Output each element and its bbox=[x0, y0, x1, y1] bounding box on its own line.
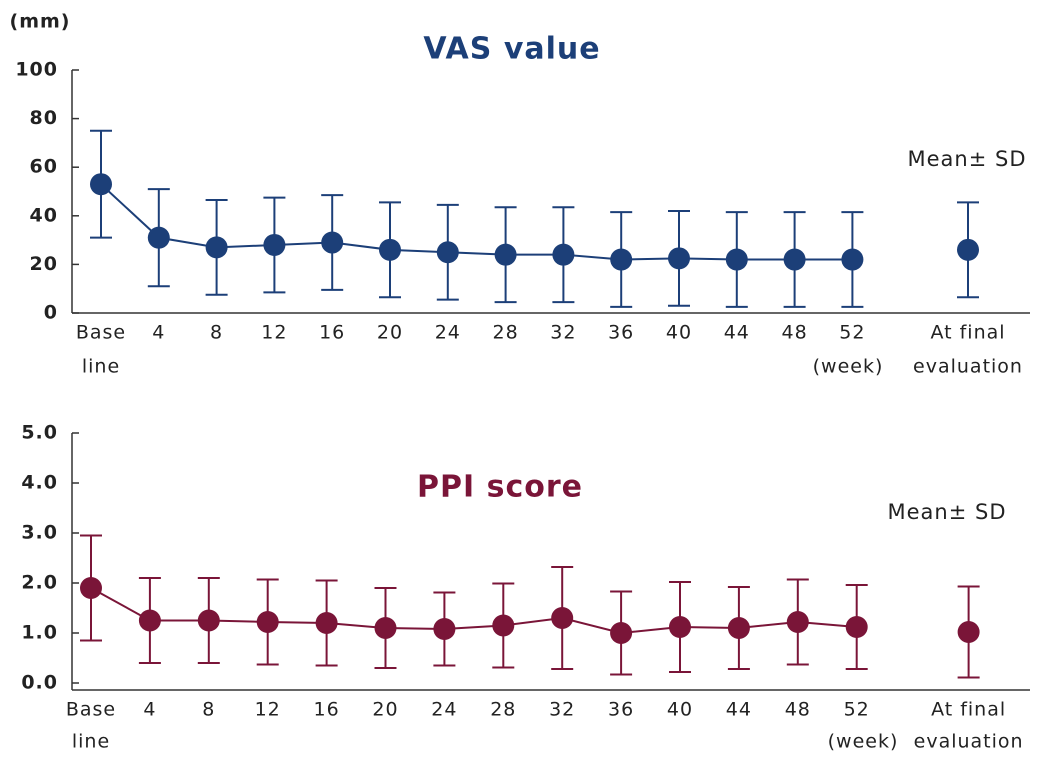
x-tick-label: 40 bbox=[666, 322, 692, 344]
y-tick-label: 20 bbox=[30, 253, 58, 275]
mean-marker bbox=[610, 248, 633, 271]
x-tick-label: 8 bbox=[210, 322, 223, 344]
y-unit: (mm) bbox=[10, 11, 71, 33]
mean-marker bbox=[494, 243, 517, 266]
x-tick-label: 16 bbox=[319, 322, 345, 344]
x-tick-label: 48 bbox=[785, 699, 811, 721]
x-tick-label: 4 bbox=[143, 699, 156, 721]
mean-marker bbox=[374, 617, 397, 639]
chart-title: PPI score bbox=[417, 470, 583, 505]
mean-marker bbox=[205, 236, 228, 259]
mean-marker bbox=[957, 238, 979, 261]
mean-marker bbox=[379, 238, 401, 261]
mean-marker bbox=[321, 231, 344, 254]
y-tick-label: 60 bbox=[30, 156, 58, 178]
x-tick-label: 44 bbox=[726, 699, 752, 721]
x-unit: (week) bbox=[828, 731, 899, 753]
x-tick-label: At final bbox=[931, 699, 1006, 721]
mean-marker bbox=[147, 226, 170, 249]
x-tick-label: 12 bbox=[261, 322, 287, 344]
x-tick-label: 4 bbox=[152, 322, 165, 344]
y-tick-label: 80 bbox=[30, 107, 58, 129]
mean-marker bbox=[197, 609, 220, 632]
x-tick-label: 32 bbox=[550, 322, 576, 344]
y-tick-label: 40 bbox=[30, 204, 58, 226]
x-tick-label: 48 bbox=[782, 322, 808, 344]
mean-marker bbox=[433, 618, 456, 640]
mean-marker bbox=[786, 611, 809, 633]
x-tick-label: 8 bbox=[202, 699, 215, 721]
mean-marker bbox=[957, 621, 980, 643]
mean-marker bbox=[783, 248, 806, 271]
x-tick-label: 12 bbox=[255, 699, 281, 721]
x-tick-label: 52 bbox=[844, 699, 870, 721]
x-tick-label: 20 bbox=[377, 322, 403, 344]
x-tick-label: line bbox=[72, 731, 110, 753]
x-tick-label: 16 bbox=[314, 699, 340, 721]
y-tick-label: 2.0 bbox=[21, 572, 58, 594]
annotation: Mean± SD bbox=[888, 500, 1007, 524]
x-tick-label: 36 bbox=[608, 322, 634, 344]
chart-title: VAS value bbox=[423, 32, 600, 67]
mean-marker bbox=[725, 248, 748, 271]
mean-marker bbox=[841, 248, 864, 271]
x-tick-label: 28 bbox=[490, 699, 516, 721]
mean-marker bbox=[551, 607, 574, 629]
x-tick-label: line bbox=[82, 356, 120, 378]
y-tick-label: 100 bbox=[15, 59, 58, 81]
mean-marker bbox=[436, 241, 459, 264]
y-tick-label: 3.0 bbox=[21, 522, 58, 544]
y-tick-label: 0 bbox=[44, 302, 58, 324]
x-tick-label: 36 bbox=[608, 699, 634, 721]
x-tick-label: 20 bbox=[372, 699, 398, 721]
x-tick-label: evaluation bbox=[913, 356, 1023, 378]
y-tick-label: 5.0 bbox=[21, 422, 58, 444]
x-tick-label: 32 bbox=[549, 699, 575, 721]
x-tick-label: 40 bbox=[667, 699, 693, 721]
mean-marker bbox=[552, 243, 575, 266]
mean-marker bbox=[256, 611, 279, 633]
y-tick-label: 1.0 bbox=[21, 622, 58, 644]
mean-marker bbox=[845, 616, 868, 638]
x-tick-label: 44 bbox=[724, 322, 750, 344]
y-tick-label: 0.0 bbox=[21, 672, 58, 694]
mean-marker bbox=[315, 612, 338, 634]
x-tick-label: Base bbox=[76, 322, 126, 344]
mean-marker bbox=[492, 614, 515, 637]
mean-marker bbox=[263, 233, 286, 256]
mean-marker bbox=[668, 247, 690, 270]
annotation: Mean± SD bbox=[908, 147, 1027, 171]
mean-marker bbox=[727, 617, 750, 639]
x-tick-label: 24 bbox=[431, 699, 457, 721]
x-tick-label: 52 bbox=[839, 322, 865, 344]
mean-marker bbox=[610, 622, 633, 644]
x-tick-label: 28 bbox=[493, 322, 519, 344]
x-tick-label: At final bbox=[930, 322, 1005, 344]
mean-marker bbox=[90, 173, 112, 196]
x-tick-label: 24 bbox=[435, 322, 461, 344]
x-tick-label: evaluation bbox=[914, 731, 1024, 753]
mean-marker bbox=[669, 616, 691, 638]
mean-marker bbox=[138, 609, 161, 632]
mean-marker bbox=[80, 577, 102, 599]
y-tick-label: 4.0 bbox=[21, 472, 58, 494]
x-tick-label: Base bbox=[66, 699, 116, 721]
x-unit: (week) bbox=[813, 356, 884, 378]
